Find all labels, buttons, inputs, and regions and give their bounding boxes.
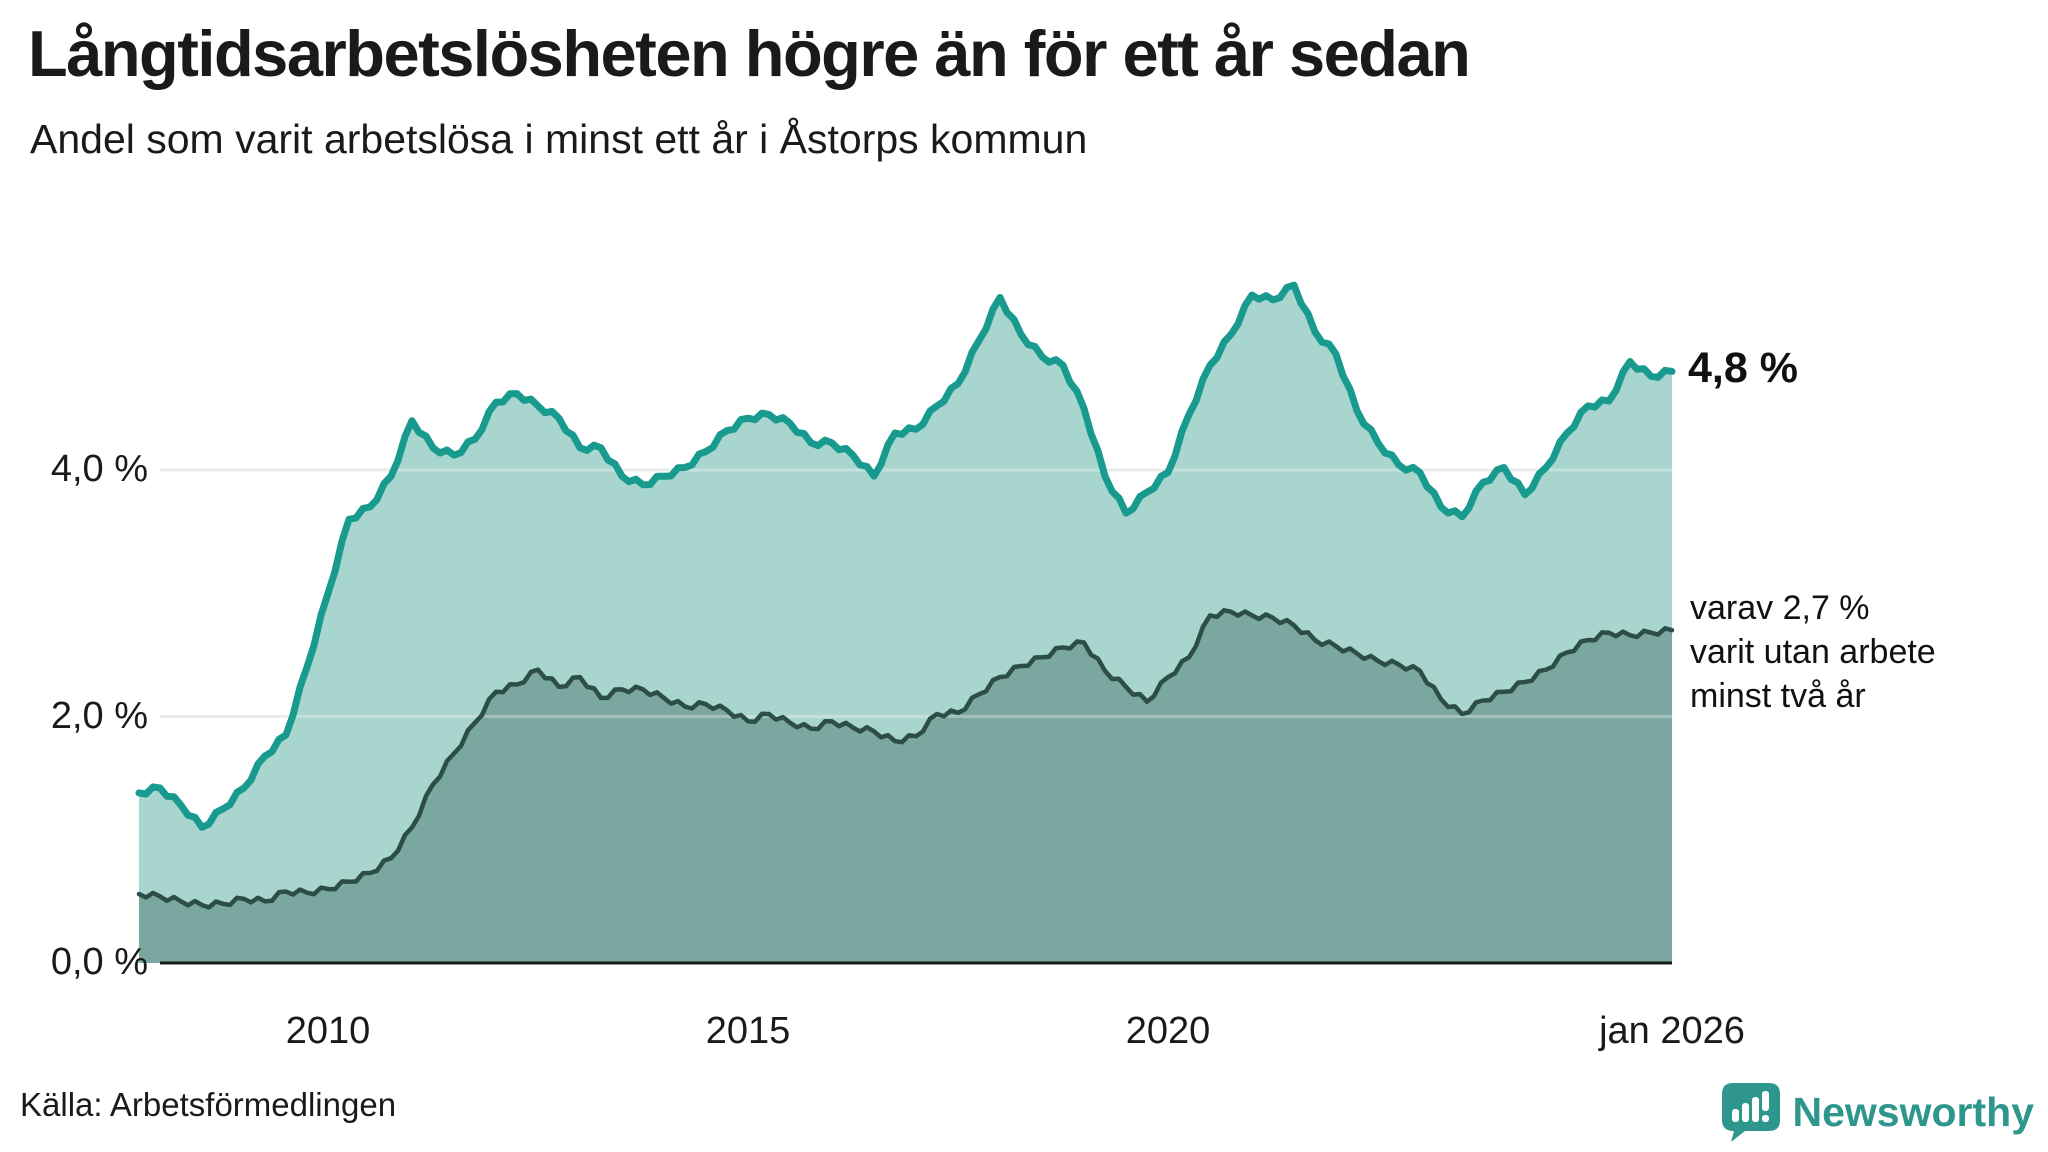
annotation-line: varit utan arbete (1690, 633, 1936, 671)
y-axis-tick-label: 2,0 % (50, 694, 148, 737)
x-axis-tick-label: 2010 (285, 1010, 371, 1052)
x-axis-tick-label: jan 2026 (1599, 1010, 1745, 1052)
newsworthy-logo: Newsworthy (1721, 1082, 2035, 1142)
x-axis-tick-label: 2015 (705, 1010, 791, 1052)
annotation-line: minst två år (1690, 677, 1866, 715)
annotation-line: varav 2,7 % (1690, 589, 1870, 627)
secondary-series-annotation: varav 2,7 % varit utan arbete minst två … (1690, 586, 1936, 718)
page-title: Långtidsarbetslösheten högre än för ett … (28, 17, 1471, 90)
newsworthy-chart-bubble-icon (1721, 1083, 1780, 1142)
y-axis-tick-label: 0,0 % (50, 941, 148, 983)
chart-subtitle: Andel som varit arbetslösa i minst ett å… (30, 116, 1088, 162)
y-axis-tick-label: 4,0 % (50, 448, 148, 490)
logo-wordmark: Newsworthy (1792, 1088, 2035, 1135)
source-attribution: Källa: Arbetsförmedlingen (20, 1086, 397, 1123)
x-axis-tick-label: 2020 (1125, 1010, 1211, 1052)
series-end-value-label: 4,8 % (1688, 344, 1798, 393)
